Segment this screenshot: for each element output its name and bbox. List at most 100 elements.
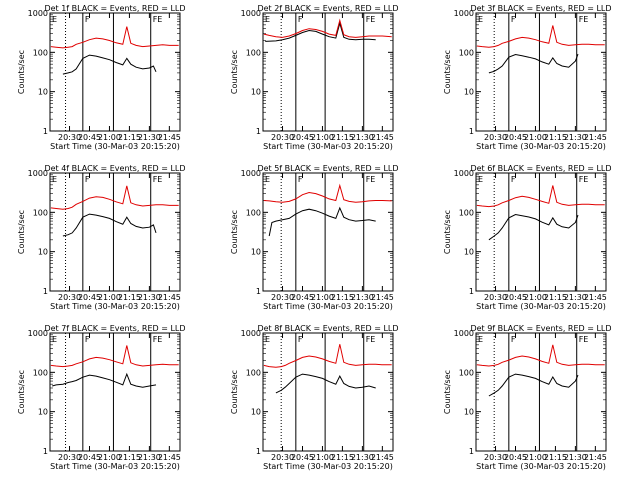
interval-marker-label: E bbox=[265, 15, 270, 24]
y-tick-label: 1000 bbox=[241, 169, 261, 178]
interval-marker-label: F bbox=[511, 335, 516, 344]
x-axis-label: Start Time (30-Mar-03 20:15:20) bbox=[263, 142, 393, 151]
x-tick-label: 21:30 bbox=[138, 453, 161, 462]
x-tick-label: 20:30 bbox=[58, 293, 81, 302]
interval-marker-label: FE bbox=[579, 15, 589, 24]
x-axis-label: Start Time (30-Mar-03 20:15:20) bbox=[50, 302, 180, 311]
events-series-line bbox=[62, 213, 157, 237]
y-tick-label: 1000 bbox=[454, 9, 474, 18]
y-tick-label: 10 bbox=[38, 88, 48, 97]
y-tick-label: 100 bbox=[459, 368, 474, 377]
y-tick-label: 1 bbox=[43, 127, 48, 136]
y-tick-label: 10 bbox=[464, 248, 474, 257]
x-tick-label: 21:45 bbox=[371, 293, 394, 302]
detector-panel: Det 2f BLACK = Events, RED = LLD 1 10 100 10… bbox=[230, 4, 399, 151]
interval-marker-label: FE bbox=[579, 175, 589, 184]
x-tick-label: 21:00 bbox=[311, 293, 334, 302]
lld-series-line bbox=[50, 345, 179, 368]
panel-title: Det 4f BLACK = Events, RED = LLD bbox=[44, 164, 185, 173]
x-axis-label: Start Time (30-Mar-03 20:15:20) bbox=[476, 142, 606, 151]
y-tick-label: 1000 bbox=[241, 329, 261, 338]
lld-series-line bbox=[50, 185, 179, 210]
x-tick-label: 21:45 bbox=[584, 453, 607, 462]
x-tick-label: 21:00 bbox=[98, 293, 121, 302]
y-tick-label: 1 bbox=[469, 127, 474, 136]
interval-marker-label: F bbox=[298, 335, 303, 344]
x-tick-label: 21:15 bbox=[331, 133, 354, 142]
x-tick-label: 20:30 bbox=[58, 453, 81, 462]
lld-series-line bbox=[263, 344, 392, 368]
x-tick-label: 21:45 bbox=[158, 133, 181, 142]
interval-marker-label: FE bbox=[153, 175, 163, 184]
detector-panel: Det 6f BLACK = Events, RED = LLD 1 10 100 10… bbox=[443, 164, 612, 311]
y-tick-label: 10 bbox=[251, 408, 261, 417]
detector-panel: Det 4f BLACK = Events, RED = LLD 1 10 100 10… bbox=[17, 164, 186, 311]
plot-frame bbox=[262, 12, 394, 132]
x-tick-label: 21:15 bbox=[331, 293, 354, 302]
y-tick-label: 1000 bbox=[28, 169, 48, 178]
x-tick-label: 21:00 bbox=[524, 293, 547, 302]
x-tick-label: 21:00 bbox=[524, 133, 547, 142]
plot-frame bbox=[49, 332, 181, 452]
interval-marker-label: E bbox=[52, 335, 57, 344]
x-tick-label: 21:30 bbox=[138, 133, 161, 142]
x-tick-label: 20:45 bbox=[291, 133, 314, 142]
x-tick-label: 21:30 bbox=[564, 293, 587, 302]
x-tick-label: 20:45 bbox=[504, 133, 527, 142]
interval-marker-label: FE bbox=[579, 335, 589, 344]
y-tick-label: 10 bbox=[38, 248, 48, 257]
x-tick-label: 21:00 bbox=[524, 453, 547, 462]
y-tick-label: 1000 bbox=[28, 9, 48, 18]
y-axis-label: Counts/sec bbox=[443, 370, 452, 414]
x-tick-label: 21:00 bbox=[311, 453, 334, 462]
y-axis-label: Counts/sec bbox=[17, 210, 26, 254]
y-axis-label: Counts/sec bbox=[443, 50, 452, 94]
x-tick-label: 21:30 bbox=[351, 293, 374, 302]
plot-frame bbox=[262, 172, 394, 292]
x-tick-label: 21:30 bbox=[351, 453, 374, 462]
x-tick-label: 21:30 bbox=[138, 293, 161, 302]
lld-series-line bbox=[263, 18, 392, 38]
y-tick-label: 100 bbox=[459, 208, 474, 217]
y-tick-label: 1 bbox=[256, 447, 261, 456]
plot-frame bbox=[262, 332, 394, 452]
y-tick-label: 100 bbox=[246, 48, 261, 57]
y-axis-label: Counts/sec bbox=[17, 50, 26, 94]
x-tick-label: 21:45 bbox=[371, 453, 394, 462]
y-tick-label: 100 bbox=[459, 48, 474, 57]
x-tick-label: 20:30 bbox=[484, 133, 507, 142]
interval-marker-label: E bbox=[52, 15, 57, 24]
y-tick-label: 10 bbox=[464, 408, 474, 417]
panel-title: Det 2f BLACK = Events, RED = LLD bbox=[257, 4, 398, 13]
detector-panel: Det 3f BLACK = Events, RED = LLD 1 10 100 10… bbox=[443, 4, 612, 151]
interval-marker-label: F bbox=[298, 15, 303, 24]
events-series-line bbox=[488, 373, 579, 397]
y-tick-label: 100 bbox=[33, 208, 48, 217]
x-tick-label: 21:45 bbox=[371, 133, 394, 142]
interval-marker-label: FE bbox=[366, 175, 376, 184]
interval-marker-label: E bbox=[478, 335, 483, 344]
x-tick-label: 21:15 bbox=[544, 133, 567, 142]
y-tick-label: 10 bbox=[251, 88, 261, 97]
interval-marker-label: E bbox=[265, 175, 270, 184]
panel-title: Det 7f BLACK = Events, RED = LLD bbox=[44, 324, 185, 333]
x-tick-label: 21:45 bbox=[158, 453, 181, 462]
y-axis-label: Counts/sec bbox=[230, 210, 239, 254]
x-tick-label: 20:45 bbox=[78, 133, 101, 142]
events-series-line bbox=[265, 21, 376, 42]
interval-marker-label: F bbox=[85, 175, 90, 184]
y-tick-label: 100 bbox=[33, 368, 48, 377]
y-axis-label: Counts/sec bbox=[17, 370, 26, 414]
x-tick-label: 20:45 bbox=[504, 293, 527, 302]
x-tick-label: 20:30 bbox=[484, 293, 507, 302]
y-tick-label: 1 bbox=[43, 447, 48, 456]
interval-marker-label: F bbox=[298, 175, 303, 184]
interval-marker-label: FE bbox=[366, 15, 376, 24]
x-axis-label: Start Time (30-Mar-03 20:15:20) bbox=[476, 462, 606, 471]
plot-frame bbox=[475, 172, 607, 292]
interval-marker-label: FE bbox=[153, 335, 163, 344]
x-tick-label: 20:45 bbox=[504, 453, 527, 462]
plot-frame bbox=[49, 172, 181, 292]
events-series-line bbox=[275, 373, 376, 394]
x-axis-label: Start Time (30-Mar-03 20:15:20) bbox=[50, 462, 180, 471]
